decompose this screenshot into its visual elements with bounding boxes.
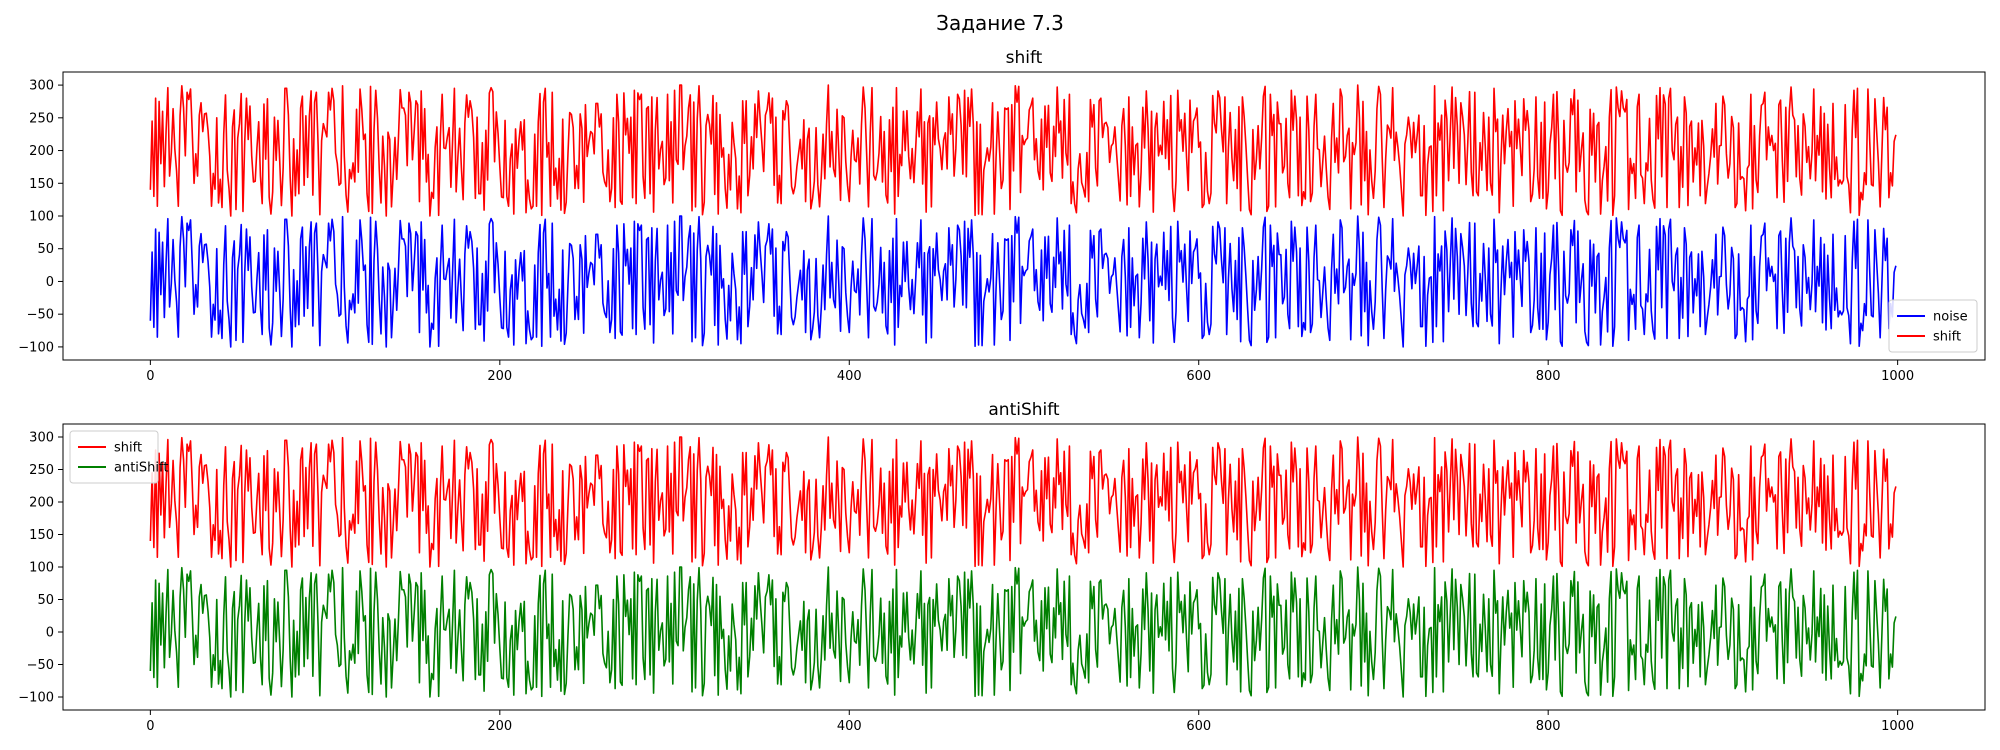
y-tick-label: 300 xyxy=(29,79,54,94)
y-tick-label: 300 xyxy=(29,431,54,446)
y-tick-label: −50 xyxy=(27,658,54,673)
legend: shift antiShift xyxy=(69,430,168,484)
legend-label: antiShift xyxy=(114,461,168,476)
x-tick-label: 800 xyxy=(1536,369,1561,384)
y-tick-label: 100 xyxy=(29,210,54,225)
x-tick-label: 0 xyxy=(146,369,154,384)
x-tick-label: 400 xyxy=(837,719,862,734)
y-tick-label: −100 xyxy=(18,340,54,355)
series-line-shift xyxy=(149,84,1897,217)
y-tick-label: 250 xyxy=(29,111,54,126)
axes-frame xyxy=(62,423,1986,711)
x-tick-label: 200 xyxy=(487,719,512,734)
y-axis: −100 −50 0 50 100 150 200 250 300 xyxy=(18,79,63,355)
y-tick-label: 0 xyxy=(46,275,54,290)
legend-label: shift xyxy=(114,441,142,456)
series-line-shift xyxy=(149,436,1897,568)
plot-lines xyxy=(149,84,1897,348)
y-tick-label: 150 xyxy=(29,177,54,192)
x-axis: 0 200 400 600 800 1000 xyxy=(146,360,1914,384)
axes-frame xyxy=(62,71,1986,361)
x-axis: 0 200 400 600 800 1000 xyxy=(146,710,1914,734)
y-tick-label: 150 xyxy=(29,528,54,543)
x-tick-label: 600 xyxy=(1186,369,1211,384)
legend-label: noise xyxy=(1933,310,1968,325)
y-tick-label: 100 xyxy=(29,561,54,576)
subplot-shift: shift 0 200 400 600 800 1000 −100 −50 0 50 100 150… xyxy=(18,48,1986,384)
legend: noise shift xyxy=(1888,299,1978,353)
legend-box xyxy=(1888,299,1978,353)
y-tick-label: 50 xyxy=(37,593,54,608)
y-tick-label: 200 xyxy=(29,144,54,159)
subplot-title: antiShift xyxy=(988,400,1060,420)
x-tick-label: 200 xyxy=(487,369,512,384)
figure-title: Задание 7.3 xyxy=(936,11,1064,35)
x-tick-label: 0 xyxy=(146,719,154,734)
x-tick-label: 800 xyxy=(1536,719,1561,734)
plot-lines xyxy=(149,436,1897,698)
subplot-title: shift xyxy=(1006,48,1043,68)
y-tick-label: −50 xyxy=(27,308,54,323)
y-tick-label: 200 xyxy=(29,496,54,511)
y-tick-label: 0 xyxy=(46,626,54,641)
y-tick-label: −100 xyxy=(18,691,54,706)
legend-label: shift xyxy=(1933,330,1961,345)
x-tick-label: 600 xyxy=(1186,719,1211,734)
y-tick-label: 250 xyxy=(29,463,54,478)
legend-box xyxy=(69,430,159,484)
x-tick-label: 1000 xyxy=(1881,719,1914,734)
x-tick-label: 400 xyxy=(837,369,862,384)
y-tick-label: 50 xyxy=(37,242,54,257)
x-tick-label: 1000 xyxy=(1881,369,1914,384)
series-line-noise xyxy=(149,215,1897,348)
subplot-antishift: antiShift 0 200 400 600 800 1000 −100 −50 0 50 10… xyxy=(18,400,1986,734)
y-axis: −100 −50 0 50 100 150 200 250 300 xyxy=(18,431,63,706)
series-line-antishift xyxy=(149,566,1897,698)
